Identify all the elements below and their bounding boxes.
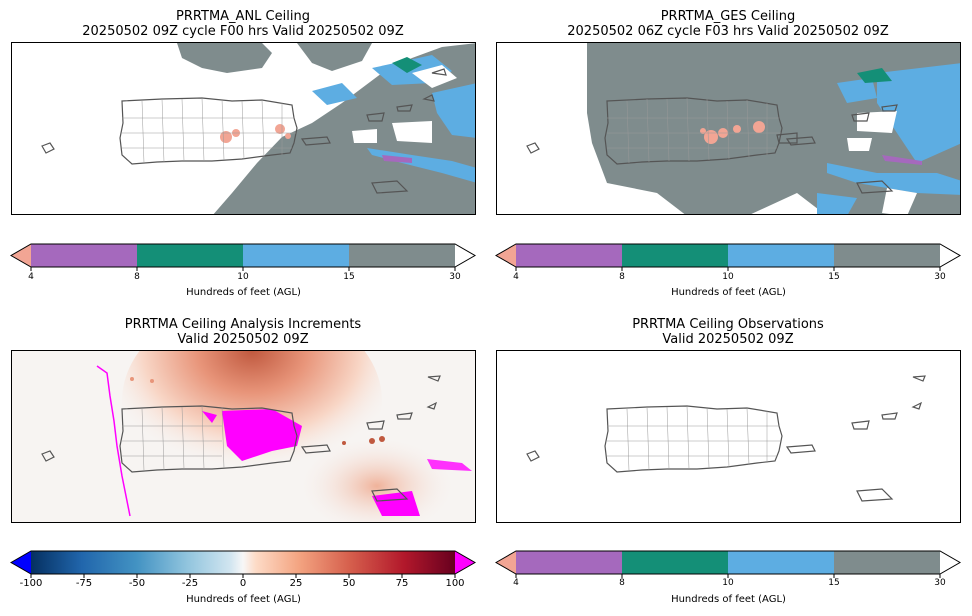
ges-title: PRRTMA_GES Ceiling 20250502 06Z cycle F0… bbox=[496, 9, 960, 39]
obs-colorbar bbox=[494, 550, 962, 578]
inc-colorbar-label: Hundreds of feet (AGL) bbox=[186, 594, 301, 605]
obs-map-panel bbox=[496, 350, 961, 523]
ges-colorbar-graphic bbox=[494, 243, 962, 271]
anl-colorbar-graphic bbox=[9, 243, 477, 271]
obs-tick: 8 bbox=[619, 578, 625, 588]
obs-tick: 15 bbox=[828, 578, 840, 588]
ges-colorbar-label: Hundreds of feet (AGL) bbox=[671, 287, 786, 298]
inc-increment-field bbox=[96, 351, 472, 522]
inc-map bbox=[12, 351, 475, 522]
inc-title: PRRTMA Ceiling Analysis Increments Valid… bbox=[11, 317, 475, 347]
anl-tick: 30 bbox=[449, 272, 461, 282]
anl-tick: 10 bbox=[237, 272, 249, 282]
ges-municipalities bbox=[607, 97, 781, 164]
anl-title-line1: PRRTMA_ANL Ceiling bbox=[176, 9, 310, 24]
inc-tick: 100 bbox=[445, 578, 465, 589]
inc-title-line2: Valid 20250502 09Z bbox=[177, 332, 309, 347]
obs-municipalities bbox=[607, 405, 781, 472]
ges-tick: 15 bbox=[828, 272, 840, 282]
inc-coastlines bbox=[41, 375, 441, 502]
obs-title-line2: Valid 20250502 09Z bbox=[662, 332, 794, 347]
inc-colorbar-graphic bbox=[9, 550, 477, 578]
obs-title: PRRTMA Ceiling Observations Valid 202505… bbox=[496, 317, 960, 347]
inc-tick: -25 bbox=[181, 578, 199, 589]
inc-municipalities bbox=[122, 405, 225, 472]
ges-tick: 4 bbox=[513, 272, 519, 282]
obs-tick: 30 bbox=[934, 578, 946, 588]
obs-title-line1: PRRTMA Ceiling Observations bbox=[632, 317, 824, 332]
anl-tick: 4 bbox=[28, 272, 34, 282]
obs-colorbar-graphic bbox=[494, 550, 962, 578]
inc-tick: -50 bbox=[128, 578, 146, 589]
anl-map-panel bbox=[11, 42, 476, 215]
inc-tick: 0 bbox=[239, 578, 247, 589]
ges-colorbar bbox=[494, 243, 962, 271]
inc-tick: 25 bbox=[289, 578, 303, 589]
inc-tick: -100 bbox=[19, 578, 43, 589]
anl-tick: 15 bbox=[343, 272, 355, 282]
anl-map bbox=[41, 43, 475, 214]
ges-tick: 30 bbox=[934, 272, 946, 282]
inc-tick: -75 bbox=[75, 578, 93, 589]
ges-title-line1: PRRTMA_GES Ceiling bbox=[660, 9, 796, 24]
inc-colorbar bbox=[9, 550, 477, 578]
anl-title: PRRTMA_ANL Ceiling 20250502 09Z cycle F0… bbox=[11, 9, 475, 39]
anl-coastlines bbox=[41, 68, 447, 194]
obs-tick: 10 bbox=[722, 578, 734, 588]
anl-cloud-field bbox=[177, 43, 475, 214]
anl-colorbar-label: Hundreds of feet (AGL) bbox=[186, 287, 301, 298]
obs-coastlines bbox=[526, 375, 926, 502]
inc-tick: 50 bbox=[342, 578, 356, 589]
ges-title-line2: 20250502 06Z cycle F03 hrs Valid 2025050… bbox=[567, 24, 889, 39]
obs-map bbox=[526, 375, 926, 502]
anl-municipalities bbox=[122, 97, 296, 164]
ges-tick: 10 bbox=[722, 272, 734, 282]
inc-map-panel bbox=[11, 350, 476, 523]
ges-coastlines bbox=[526, 97, 898, 194]
anl-colorbar bbox=[9, 243, 477, 271]
inc-title-line1: PRRTMA Ceiling Analysis Increments bbox=[124, 317, 362, 332]
ges-tick: 8 bbox=[619, 272, 625, 282]
ges-cloud-field bbox=[587, 43, 960, 214]
ges-map bbox=[526, 43, 960, 214]
ges-map-panel bbox=[496, 42, 961, 215]
obs-colorbar-label: Hundreds of feet (AGL) bbox=[671, 594, 786, 605]
obs-tick: 4 bbox=[513, 578, 519, 588]
inc-tick: 75 bbox=[395, 578, 409, 589]
anl-title-line2: 20250502 09Z cycle F00 hrs Valid 2025050… bbox=[82, 24, 404, 39]
anl-tick: 8 bbox=[134, 272, 140, 282]
